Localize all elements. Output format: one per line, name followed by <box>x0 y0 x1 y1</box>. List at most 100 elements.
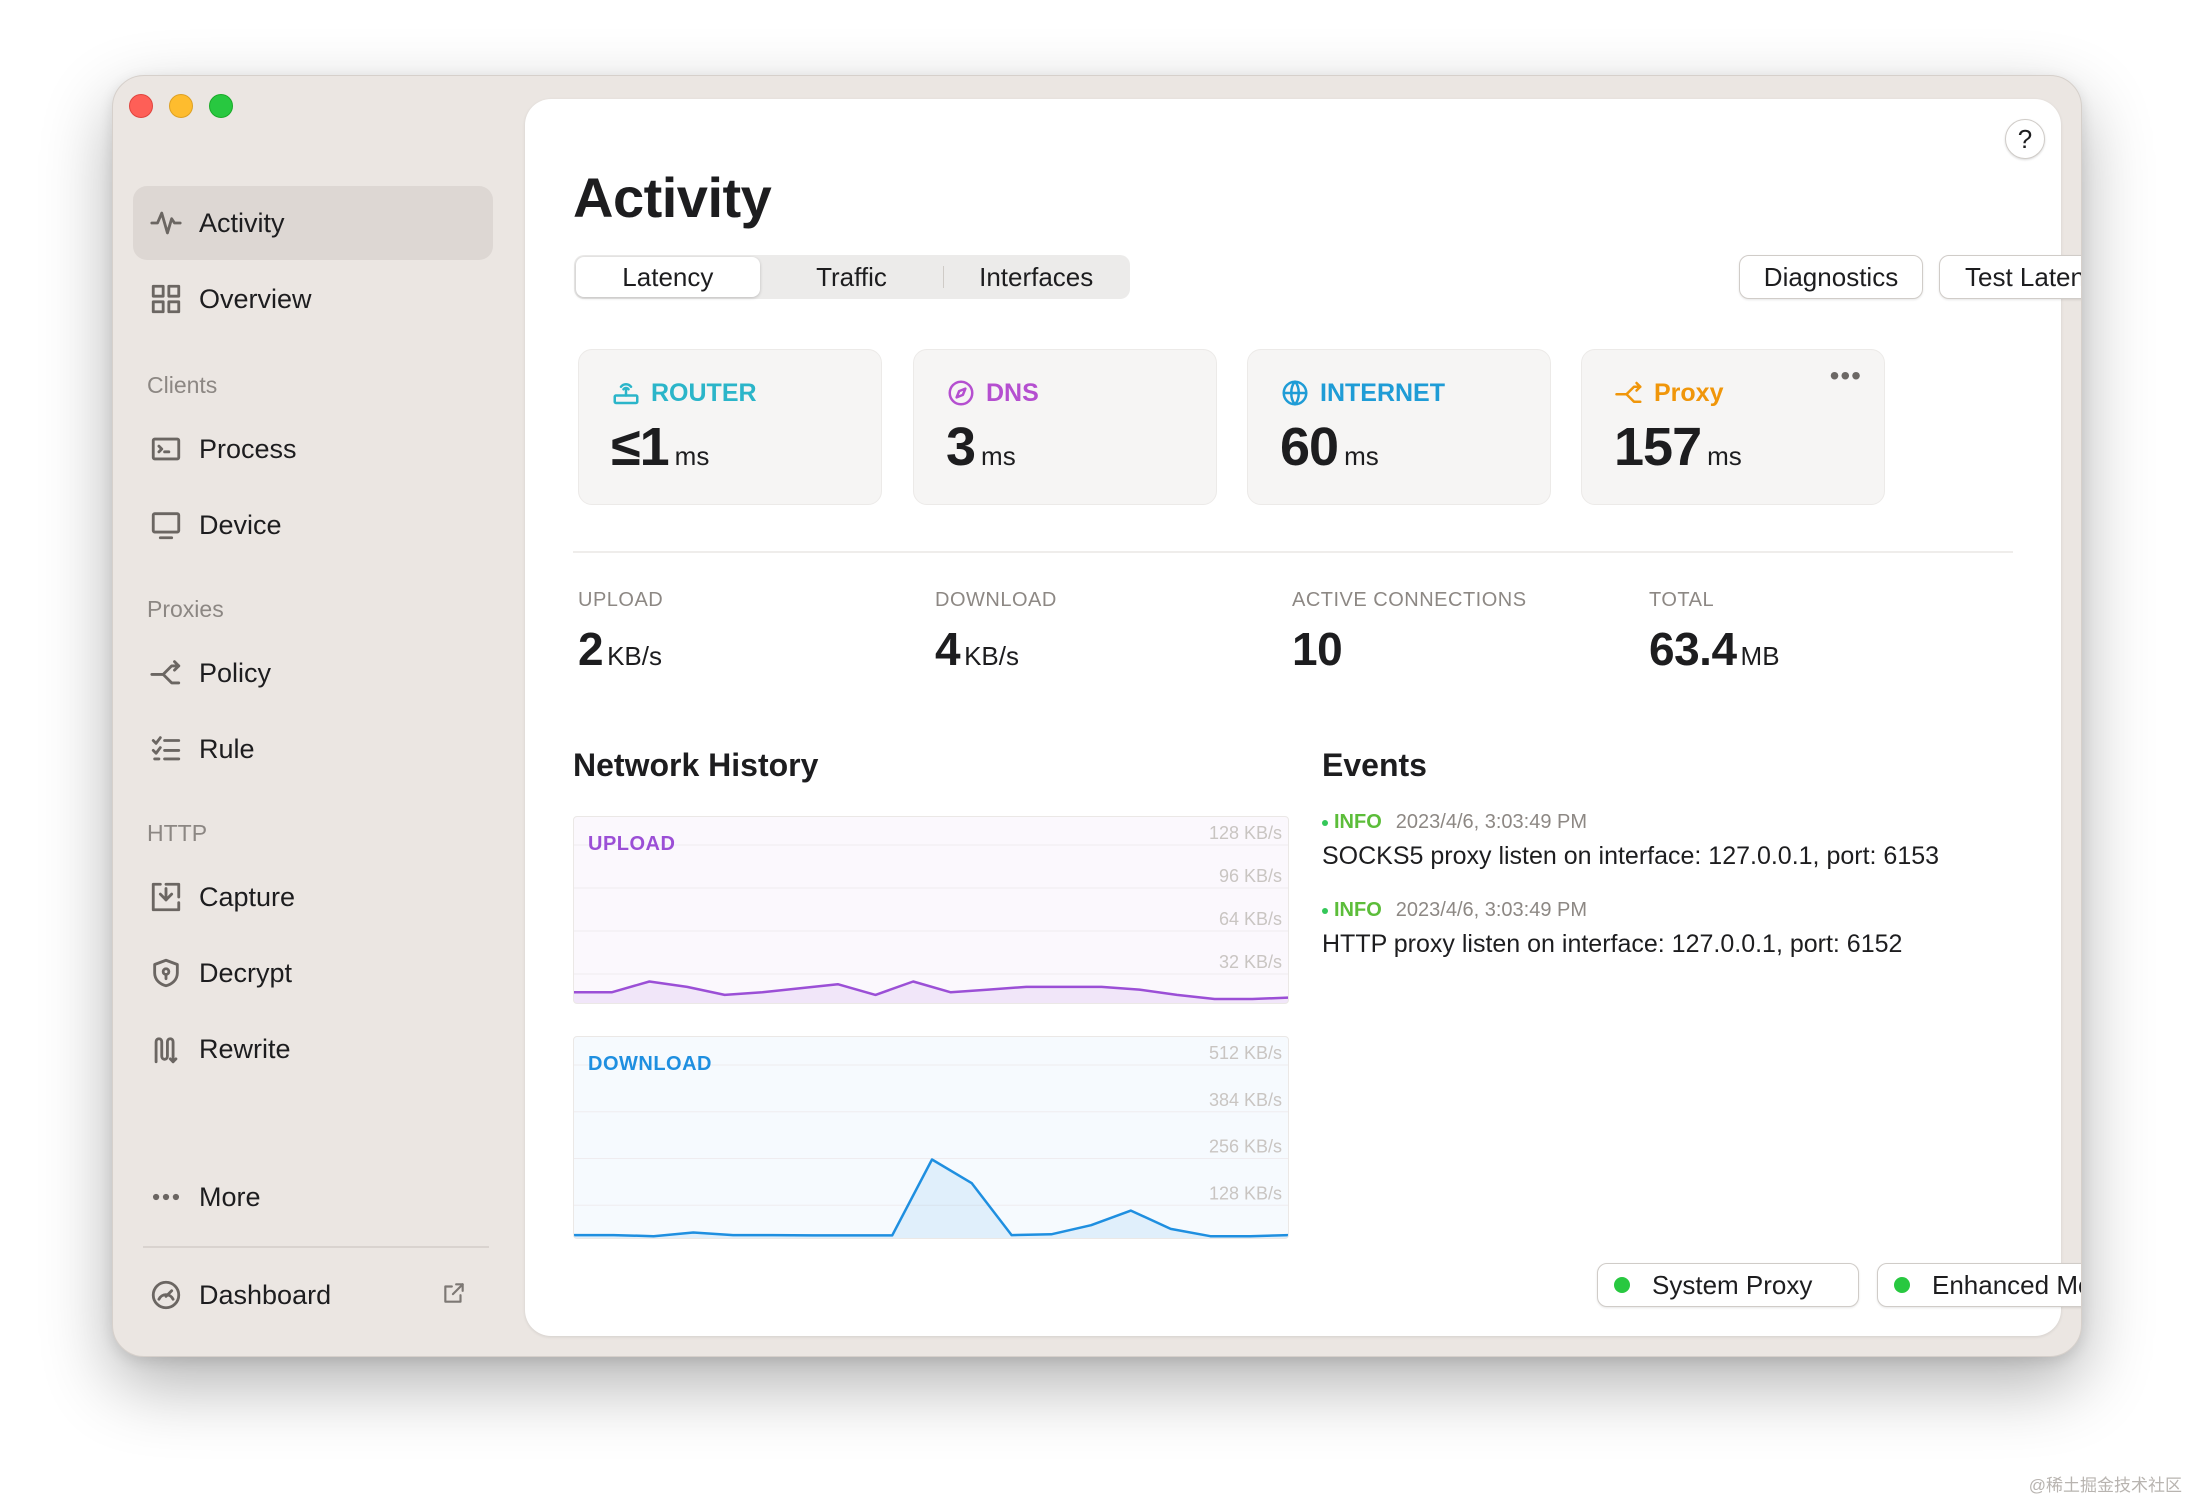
download-chart: 512 KB/s 384 KB/s 256 KB/s 128 KB/s DOWNLOA… <box>573 1036 1289 1239</box>
app-window: Activity Overview Clients Process Device… <box>112 75 2082 1357</box>
event-meta: INFO 2023/4/6, 3:03:49 PM <box>1322 899 1902 922</box>
sidebar-item-decrypt[interactable]: Decrypt <box>133 936 493 1010</box>
rewrite-icon <box>147 1030 185 1068</box>
chart-area-fill <box>574 1159 1288 1238</box>
stat-unit: KB/s <box>964 641 1020 671</box>
sidebar-item-device[interactable]: Device <box>133 488 493 562</box>
section-header-http: HTTP <box>147 820 208 846</box>
sidebar-item-more[interactable]: More <box>133 1160 493 1234</box>
stat-unit: MB <box>1740 641 1780 671</box>
monitor-icon <box>147 506 185 544</box>
tab-latency[interactable]: Latency <box>576 257 760 297</box>
chart-tick-label: 384 KB/s <box>1209 1090 1282 1110</box>
sidebar-item-label: Capture <box>199 881 296 912</box>
stat-active-connections: ACTIVE CONNECTIONS 10 <box>1292 589 1527 676</box>
system-proxy-toggle[interactable]: System Proxy <box>1597 1263 1859 1307</box>
sidebar-item-process[interactable]: Process <box>133 412 493 486</box>
stat-label: ACTIVE CONNECTIONS <box>1292 589 1527 611</box>
sidebar-item-label: Decrypt <box>199 957 293 988</box>
stat-upload: UPLOAD 2 KB/s <box>578 589 663 676</box>
latency-value: ≤1 <box>611 417 670 477</box>
tab-interfaces[interactable]: Interfaces <box>979 262 1094 292</box>
sidebar-item-activity[interactable]: Activity <box>133 186 493 260</box>
chart-tick-label: 128 KB/s <box>1209 823 1282 843</box>
stat-value: 2 KB/s <box>578 622 663 676</box>
card-header: DNS <box>946 378 1039 408</box>
stat-unit: KB/s <box>607 641 663 671</box>
latency-value: 3 <box>946 417 976 477</box>
card-label: DNS <box>986 378 1039 407</box>
globe-icon <box>1282 380 1308 406</box>
sidebar-item-rewrite[interactable]: Rewrite <box>133 1012 493 1086</box>
stat-number: 10 <box>1292 623 1343 675</box>
sidebar: Activity Overview Clients Process Device… <box>113 76 503 1356</box>
download-chart-svg: 512 KB/s 384 KB/s 256 KB/s 128 KB/s <box>574 1043 1288 1238</box>
stat-label: UPLOAD <box>578 589 664 611</box>
diagnostics-button[interactable]: Diagnostics <box>1739 255 1923 299</box>
card-header: ROUTER <box>611 378 757 408</box>
sidebar-item-capture[interactable]: Capture <box>133 860 493 934</box>
sidebar-item-label: Rule <box>199 733 255 764</box>
chart-area-fill <box>574 981 1288 1003</box>
card-header: INTERNET <box>1280 378 1445 408</box>
ellipsis-icon <box>147 1178 185 1216</box>
sidebar-item-label: Process <box>199 433 297 464</box>
router-icon <box>613 383 639 405</box>
latency-card-dns[interactable]: DNS 3 ms <box>913 349 1217 505</box>
card-value: 60 ms <box>1280 416 1379 478</box>
chart-title: UPLOAD <box>588 833 676 855</box>
sidebar-item-label: Rewrite <box>199 1033 291 1064</box>
capture-icon <box>147 878 185 916</box>
watermark: @稀土掘金技术社区 <box>2028 1476 2182 1495</box>
chart-tick-label: 64 KB/s <box>1219 909 1282 929</box>
card-value: 3 ms <box>946 416 1016 478</box>
upload-chart-svg: 128 KB/s 96 KB/s 64 KB/s 32 KB/s <box>574 823 1288 1003</box>
latency-card-proxy[interactable]: ••• Proxy 157 ms <box>1581 349 1885 505</box>
zoom-window-button[interactable] <box>209 94 233 118</box>
enhanced-mode-toggle[interactable]: Enhanced Mode <box>1877 1263 2081 1307</box>
sidebar-item-policy[interactable]: Policy <box>133 636 493 710</box>
event-item[interactable]: INFO 2023/4/6, 3:03:49 PM SOCKS5 proxy l… <box>1322 811 1939 871</box>
stat-number: 4 <box>935 623 961 675</box>
status-label: Enhanced Mode <box>1932 1270 2081 1300</box>
gauge-icon <box>147 1276 185 1314</box>
chart-series-line <box>574 980 1288 1001</box>
stat-total: TOTAL 63.4 MB <box>1649 589 1780 676</box>
events-title: Events <box>1322 747 1427 783</box>
stat-value: 10 <box>1292 622 1527 676</box>
help-button[interactable]: ? <box>2005 119 2045 159</box>
event-item[interactable]: INFO 2023/4/6, 3:03:49 PM HTTP proxy lis… <box>1322 899 1902 959</box>
latency-unit: ms <box>981 441 1016 471</box>
sidebar-item-label: More <box>199 1181 261 1212</box>
tab-traffic[interactable]: Traffic <box>816 262 887 292</box>
sidebar-item-rule[interactable]: Rule <box>133 712 493 786</box>
sidebar-item-label: Device <box>199 509 282 540</box>
test-latency-button[interactable]: Test Latency <box>1939 255 2081 299</box>
external-link-icon[interactable] <box>441 1280 467 1306</box>
event-time: 2023/4/6, 3:03:49 PM <box>1395 899 1588 921</box>
network-history-title: Network History <box>573 747 819 783</box>
stat-download: DOWNLOAD 4 KB/s <box>935 589 1057 676</box>
event-level: INFO <box>1334 811 1382 833</box>
chart-title: DOWNLOAD <box>588 1053 712 1075</box>
card-more-button[interactable]: ••• <box>1829 360 1862 391</box>
latency-card-internet[interactable]: INTERNET 60 ms <box>1247 349 1551 505</box>
event-status-dot <box>1322 819 1328 826</box>
event-message: SOCKS5 proxy listen on interface: 127.0.… <box>1322 842 1940 870</box>
main-panel: ? Activity Latency Traffic Interfaces Di… <box>525 99 2081 1336</box>
status-dot <box>1894 1277 1910 1293</box>
latency-unit: ms <box>1344 441 1379 471</box>
sidebar-item-dashboard[interactable]: Dashboard <box>133 1258 493 1332</box>
chart-tick-label: 96 KB/s <box>1219 866 1282 886</box>
upload-chart: 128 KB/s 96 KB/s 64 KB/s 32 KB/s UPLOAD <box>573 816 1289 1004</box>
event-status-dot <box>1322 907 1328 914</box>
sidebar-divider <box>143 1246 489 1248</box>
close-window-button[interactable] <box>129 94 153 118</box>
branch-icon <box>147 654 185 692</box>
sidebar-item-overview[interactable]: Overview <box>133 262 493 336</box>
latency-card-router[interactable]: ROUTER ≤1 ms <box>578 349 882 505</box>
sidebar-item-label: Policy <box>199 657 272 688</box>
card-label: ROUTER <box>651 378 757 407</box>
minimize-window-button[interactable] <box>169 94 193 118</box>
section-header-proxies: Proxies <box>147 596 224 622</box>
